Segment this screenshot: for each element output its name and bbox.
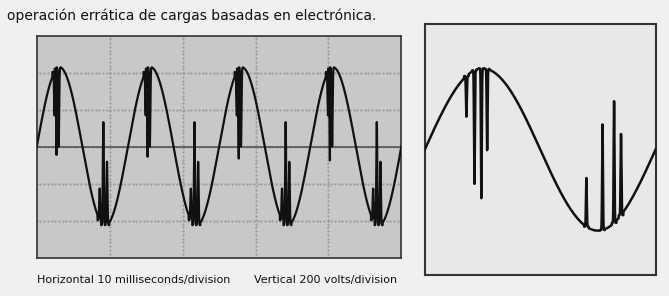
Text: Horizontal 10 milliseconds/division: Horizontal 10 milliseconds/division <box>37 275 230 285</box>
Text: operación errática de cargas basadas en electrónica.: operación errática de cargas basadas en … <box>7 9 376 23</box>
Text: Vertical 200 volts/division: Vertical 200 volts/division <box>254 275 397 285</box>
